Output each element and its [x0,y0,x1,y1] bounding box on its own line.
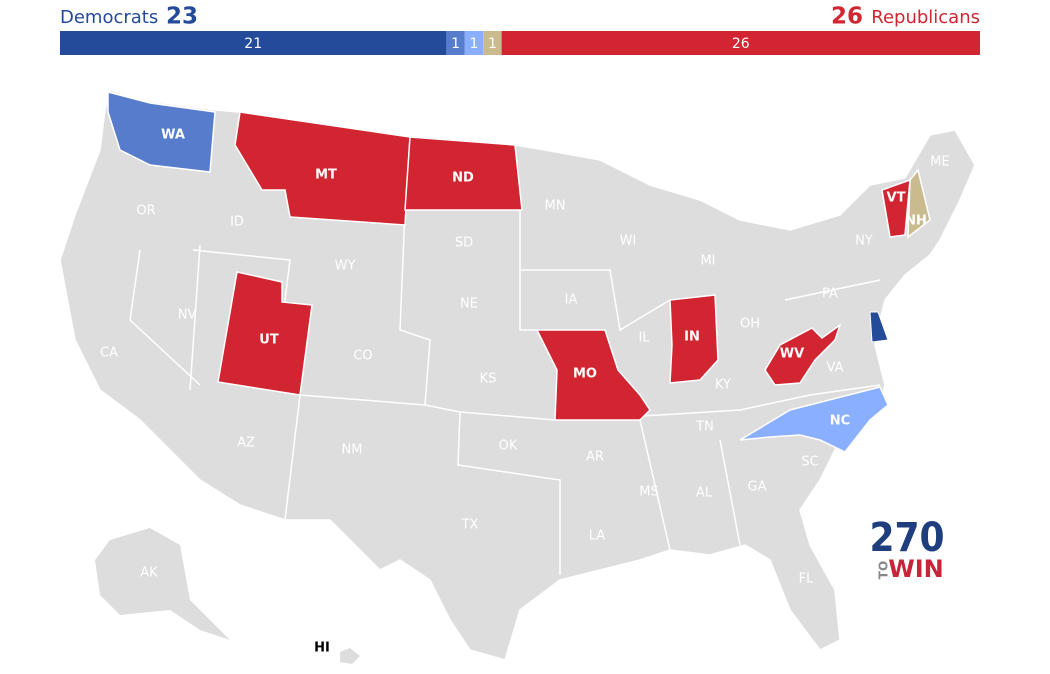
state-label: AK [140,566,158,581]
hawaii [340,648,360,664]
state-label: IN [684,330,700,345]
seat-label: 26 [732,36,750,52]
state-shape [217,271,313,396]
state-label: IL [638,331,650,346]
state-shape [739,386,889,453]
state-label: AL [696,486,713,501]
state-shape [669,294,719,384]
seat-label: 21 [244,36,262,52]
state-label: NE [460,297,478,312]
state-shape [881,178,911,238]
state-label: NY [855,234,873,249]
seat-bar: 21 1 1 1 26 [60,31,980,55]
state-label: MN [545,199,566,214]
state-label: FL [799,572,814,587]
state-label: WA [161,128,185,143]
state-label: VT [887,191,906,206]
state-shape [764,323,842,386]
state-label: CO [353,349,372,364]
state-label: OK [499,439,518,454]
state-shape [107,91,216,173]
state-label: NC [830,414,850,429]
state-label: AR [586,450,604,465]
state-shape [907,168,931,239]
alaska [95,528,230,640]
state-label: CA [100,346,118,361]
seat-segment [501,31,980,55]
state-shape [404,136,523,211]
seat-label: 1 [451,36,460,52]
state-label: NH [905,214,927,229]
state-label: TN [695,420,714,435]
seat-label: 1 [470,36,479,52]
state-label: MT [315,168,337,183]
us-outline [59,89,976,661]
seat-segment [446,31,465,55]
seat-segment [483,31,502,55]
state-label: AZ [237,436,255,451]
state-label: ND [452,171,474,186]
dem-label: Democrats [60,7,158,28]
seat-segment [60,31,447,55]
state-label: WY [335,259,356,274]
logo-number: 270 [869,515,944,561]
state-label: MO [573,367,597,382]
state-borders [129,209,881,575]
state-label: KS [480,372,497,387]
dem-total: 23 [166,4,198,30]
state-label: UT [259,333,279,348]
state-label: ID [230,215,244,230]
state-label: OH [740,317,760,332]
logo: 270 TO WIN [869,515,944,583]
state-label: NM [342,443,363,458]
state-label: KY [715,378,731,393]
rep-label: Republicans [871,7,980,28]
logo-to: TO [877,561,891,579]
state-label: WI [620,234,637,249]
state-label: OR [136,204,155,219]
state-label: VA [827,361,844,376]
state-label: MI [700,254,715,269]
state-shape [535,329,651,421]
logo-win: WIN [888,555,944,583]
us-map [59,89,976,664]
state-label: SC [801,455,818,470]
state-label: PA [822,287,838,302]
state-label: NV [178,308,197,323]
state-label: HI [314,641,330,656]
seat-label: 1 [488,36,497,52]
seat-segment [464,31,484,55]
state-label: TX [461,518,479,533]
rep-total: 26 [831,4,863,30]
state-label: ME [930,155,949,170]
state-label: IA [565,293,578,308]
state-label: GA [748,480,767,495]
state-label: SD [455,236,473,251]
delaware [869,311,889,343]
state-label: WV [780,347,804,362]
state-label: MS [639,485,658,500]
state-label: LA [589,529,606,544]
